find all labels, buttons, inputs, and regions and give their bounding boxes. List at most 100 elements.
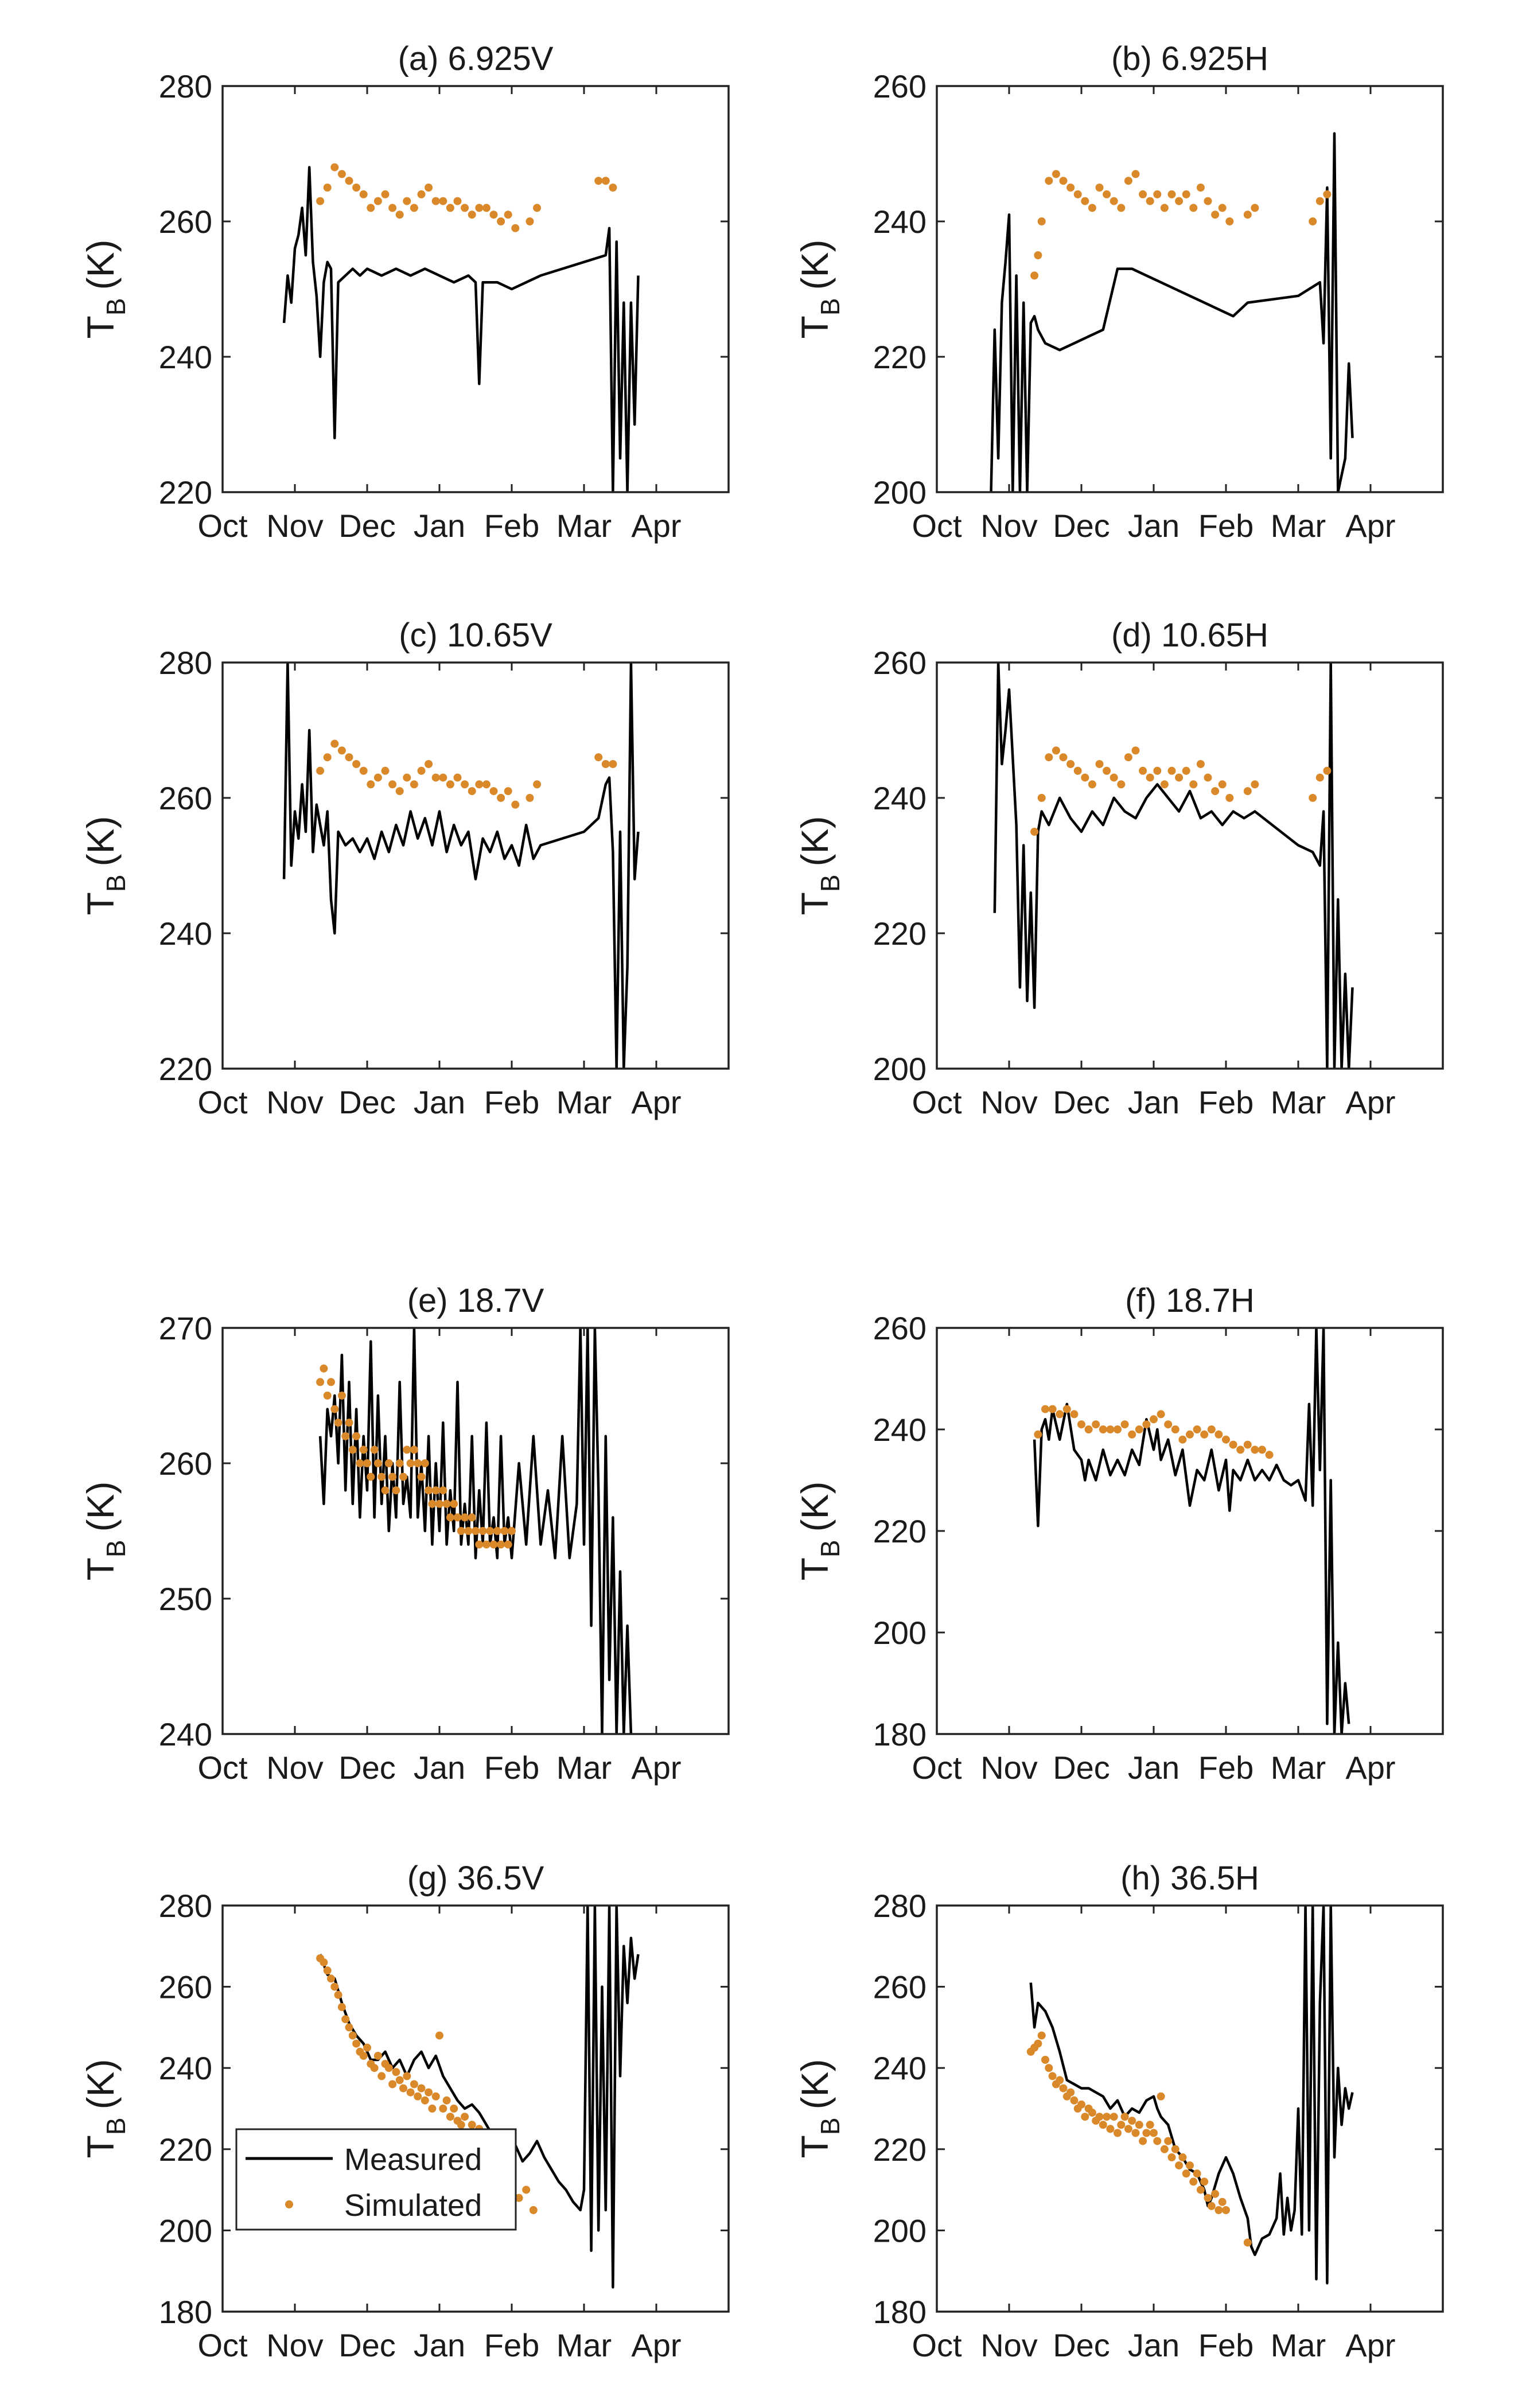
- y-tick-label: 260: [159, 1445, 212, 1482]
- simulated-point: [1131, 2129, 1140, 2137]
- simulated-point: [1146, 197, 1154, 205]
- simulated-point: [1045, 177, 1053, 185]
- simulated-point: [1211, 787, 1220, 796]
- y-tick-label: 220: [873, 1513, 926, 1549]
- simulated-point: [388, 780, 397, 789]
- simulated-point: [1139, 190, 1147, 198]
- simulated-point: [504, 211, 512, 219]
- y-tick-label: 180: [873, 2294, 926, 2330]
- simulated-point: [1131, 746, 1140, 755]
- x-tick-label: Nov: [980, 508, 1038, 544]
- simulated-point: [1059, 753, 1068, 762]
- simulated-point: [417, 2084, 426, 2093]
- simulated-point: [1153, 2137, 1162, 2145]
- simulated-point: [363, 2043, 371, 2052]
- y-tick-label: 240: [159, 2050, 212, 2086]
- x-tick-label: Oct: [912, 508, 962, 544]
- y-axis-label-unit: (K): [79, 2059, 122, 2110]
- simulated-point: [417, 766, 426, 775]
- panel-8: (h) 36.5H 180 200 220 240 260 280 Oct Nov Dec Jan F…: [793, 1860, 1444, 2363]
- simulated-point: [330, 163, 339, 172]
- simulated-point: [341, 1432, 350, 1440]
- simulated-point: [1171, 1425, 1179, 1433]
- y-axis-label-unit: (K): [79, 240, 122, 290]
- y-tick-label: 240: [159, 915, 212, 952]
- simulated-point: [395, 1459, 404, 1467]
- simulated-point: [392, 1486, 400, 1495]
- simulated-point: [323, 1392, 332, 1400]
- simulated-point: [359, 1445, 368, 1454]
- simulated-point: [522, 2185, 531, 2194]
- simulated-point: [1081, 197, 1089, 205]
- y-tick-label: 220: [159, 2132, 212, 2168]
- measured-series-line: [282, 166, 640, 492]
- simulated-point: [1146, 773, 1154, 782]
- y-tick-label: 280: [873, 1888, 926, 1924]
- simulated-point: [1139, 766, 1147, 775]
- simulated-point: [341, 2015, 350, 2024]
- simulated-point: [1175, 773, 1184, 782]
- simulated-point: [1077, 2100, 1085, 2109]
- simulated-point: [1124, 753, 1132, 762]
- simulated-point: [475, 204, 484, 212]
- simulated-point: [1077, 1420, 1085, 1429]
- simulated-point: [1037, 794, 1046, 802]
- simulated-point: [1182, 2169, 1190, 2178]
- simulated-point: [370, 1445, 379, 1454]
- y-tick-label: 270: [159, 1310, 212, 1346]
- x-tick-label: Feb: [484, 1749, 540, 1786]
- measured-series-line: [990, 132, 1354, 492]
- measured-series-line: [993, 663, 1354, 1069]
- simulated-point: [1196, 760, 1205, 768]
- y-tick-label: 220: [873, 2132, 926, 2168]
- simulated-point: [1196, 2185, 1205, 2194]
- x-tick-label: Mar: [556, 2327, 612, 2363]
- y-axis-label-main: T: [79, 892, 122, 915]
- panel-3: (c) 10.65V 220 240 260 280 Oct Nov Dec Jan Feb Mar…: [79, 617, 730, 1120]
- simulated-point: [384, 2064, 393, 2072]
- measured-series-line: [1029, 1906, 1354, 2285]
- simulated-point: [446, 2113, 454, 2121]
- simulated-point: [1045, 2064, 1053, 2072]
- simulated-point: [1157, 1410, 1165, 1419]
- simulated-point: [1081, 2113, 1089, 2121]
- plot-data: [990, 132, 1354, 492]
- simulated-point: [330, 1982, 339, 1991]
- simulated-point: [464, 1527, 473, 1535]
- simulated-point: [384, 1459, 393, 1467]
- simulated-point: [356, 1459, 364, 1467]
- simulated-point: [1186, 1430, 1194, 1439]
- simulated-point: [406, 1459, 415, 1467]
- simulated-point: [1117, 780, 1126, 789]
- simulated-point: [1265, 1451, 1274, 1459]
- y-tick-label: 240: [873, 2050, 926, 2086]
- simulated-point: [1222, 1435, 1230, 1444]
- simulated-point: [417, 1472, 426, 1481]
- simulated-point: [486, 1527, 495, 1535]
- simulated-point: [1059, 2084, 1068, 2093]
- simulated-point: [359, 190, 368, 198]
- simulated-point: [442, 1499, 451, 1508]
- y-tick-label: 200: [873, 2212, 926, 2249]
- simulated-point: [1211, 211, 1220, 219]
- simulated-point: [395, 2076, 404, 2084]
- simulated-point: [1062, 1405, 1071, 1413]
- x-tick-label: Nov: [980, 1749, 1038, 1786]
- simulated-point: [1124, 177, 1132, 185]
- legend-simulated-label: Simulated: [344, 2188, 482, 2223]
- y-axis-label-subscript: B: [815, 298, 845, 315]
- x-tick-label: Dec: [1053, 1749, 1110, 1786]
- simulated-point: [1309, 794, 1317, 802]
- y-tick-label: 240: [873, 780, 926, 816]
- simulated-point: [529, 2206, 538, 2214]
- simulated-point: [403, 1445, 411, 1454]
- x-tick-label: Feb: [1198, 508, 1254, 544]
- x-tick-label: Jan: [414, 1749, 465, 1786]
- simulated-point: [1251, 780, 1259, 789]
- y-axis-label: TB (K): [793, 816, 845, 915]
- simulated-point: [1204, 197, 1212, 205]
- simulated-point: [468, 211, 476, 219]
- simulated-point: [1251, 1445, 1259, 1454]
- x-tick-label: Nov: [266, 1749, 324, 1786]
